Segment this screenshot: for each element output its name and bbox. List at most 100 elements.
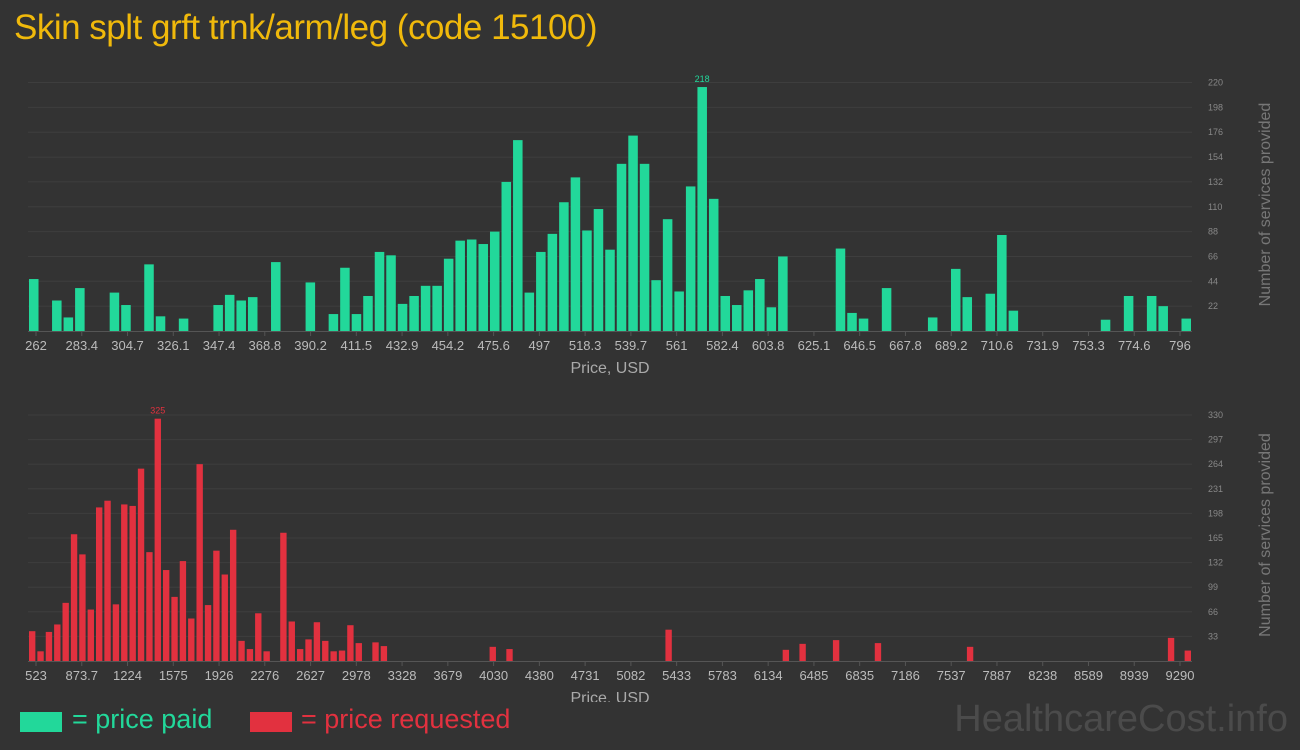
y-tick-label: 66 (1208, 607, 1218, 617)
y-tick-label: 44 (1208, 276, 1218, 286)
bar (62, 602, 69, 661)
bar (204, 605, 212, 661)
x-tick-label: 1926 (205, 668, 234, 683)
y-tick-label: 22 (1208, 301, 1218, 311)
bar (280, 532, 287, 661)
x-tick-label: 7537 (937, 668, 966, 683)
bar (665, 629, 672, 661)
x-tick-label: 368.8 (249, 338, 282, 353)
bar (328, 314, 339, 331)
legend-requested-swatch (250, 712, 292, 732)
bar (305, 282, 316, 331)
bar (1184, 650, 1191, 661)
x-tick-label: 8939 (1120, 668, 1149, 683)
bar (778, 256, 788, 331)
bar (858, 318, 869, 331)
x-tick-label: 5082 (616, 668, 645, 683)
peak-value-label: 325 (150, 406, 165, 416)
y-tick-label: 132 (1208, 177, 1223, 187)
x-tick-label: 1575 (159, 668, 188, 683)
bar (330, 651, 337, 661)
bar (54, 624, 61, 661)
bar (524, 292, 535, 331)
x-tick-label: 8238 (1028, 668, 1057, 683)
bar (213, 305, 223, 331)
bar (313, 622, 321, 661)
bar (221, 574, 228, 661)
x-tick-label: 873.7 (65, 668, 98, 683)
bar (478, 244, 488, 331)
bar (246, 649, 254, 661)
x-tick-label: 6835 (845, 668, 874, 683)
bar (662, 219, 673, 331)
x-tick-label: 326.1 (157, 338, 190, 353)
x-tick-label: 8589 (1074, 668, 1103, 683)
page-title: Skin splt grft trnk/arm/leg (code 15100) (14, 8, 598, 47)
x-tick-label: 523 (25, 668, 47, 683)
bar (137, 468, 145, 661)
x-tick-label: 731.9 (1026, 338, 1059, 353)
bar (87, 609, 94, 661)
peak-value-label: 218 (695, 74, 710, 84)
chart-price-paid: 22 44 66 88 110 132 154 176 198 220 218 262 283.4 304… (25, 74, 1274, 377)
y-tick-label: 220 (1208, 78, 1223, 88)
y-tick-label: 33 (1208, 631, 1218, 641)
bar (1008, 310, 1019, 331)
bar (966, 646, 974, 661)
bar (196, 464, 203, 661)
bar (37, 651, 44, 661)
bar (29, 279, 39, 331)
x-tick-label: 561 (666, 338, 688, 353)
bar (52, 300, 62, 331)
bar (70, 534, 78, 661)
bar (547, 233, 558, 331)
y-tick-label: 297 (1208, 435, 1223, 445)
bar (874, 643, 882, 661)
x-tick-label: 753.3 (1072, 338, 1105, 353)
bar (782, 649, 790, 661)
bar (247, 297, 258, 331)
bar (179, 561, 187, 661)
bar (374, 251, 385, 331)
bar (832, 640, 840, 661)
x-tick-label: 667.8 (889, 338, 922, 353)
bar (420, 285, 431, 331)
bar (799, 643, 806, 661)
bar (340, 267, 350, 331)
y-tick-label: 88 (1208, 227, 1218, 237)
bar (616, 163, 627, 331)
bar (605, 249, 615, 331)
bar (997, 235, 1007, 331)
bar (1158, 306, 1168, 331)
bar (593, 209, 604, 331)
bar (355, 643, 362, 661)
y-tick-label: 231 (1208, 484, 1223, 494)
bar (513, 140, 523, 331)
x-tick-label: 7887 (982, 668, 1011, 683)
bar (409, 295, 419, 331)
bar (708, 198, 719, 331)
y-tick-label: 132 (1208, 558, 1223, 568)
bar (162, 570, 170, 661)
bar (732, 305, 742, 331)
x-tick-label: 411.5 (341, 338, 373, 353)
bar (559, 202, 569, 331)
bar (95, 507, 103, 661)
x-tick-label: 4030 (479, 668, 508, 683)
chart-price-requested: 33 66 99 132 165 198 231 264 297 330 325 523 873.7 12… (25, 406, 1274, 702)
x-tick-label: 518.3 (569, 338, 602, 353)
y-tick-label: 176 (1208, 127, 1223, 137)
x-tick-label: 454.2 (432, 338, 465, 353)
x-tick-label: 2627 (296, 668, 325, 683)
bar (236, 300, 246, 331)
x-tick-label: 2978 (342, 668, 371, 683)
bar (79, 554, 86, 661)
y-tick-label: 110 (1208, 202, 1222, 212)
x-tick-label: 475.6 (477, 338, 510, 353)
y-tick-label: 330 (1208, 410, 1223, 420)
bar (847, 312, 857, 331)
x-tick-label: 3679 (433, 668, 462, 683)
bar (985, 293, 996, 331)
bar (697, 87, 707, 331)
legend-requested-label: = price requested (301, 704, 511, 734)
